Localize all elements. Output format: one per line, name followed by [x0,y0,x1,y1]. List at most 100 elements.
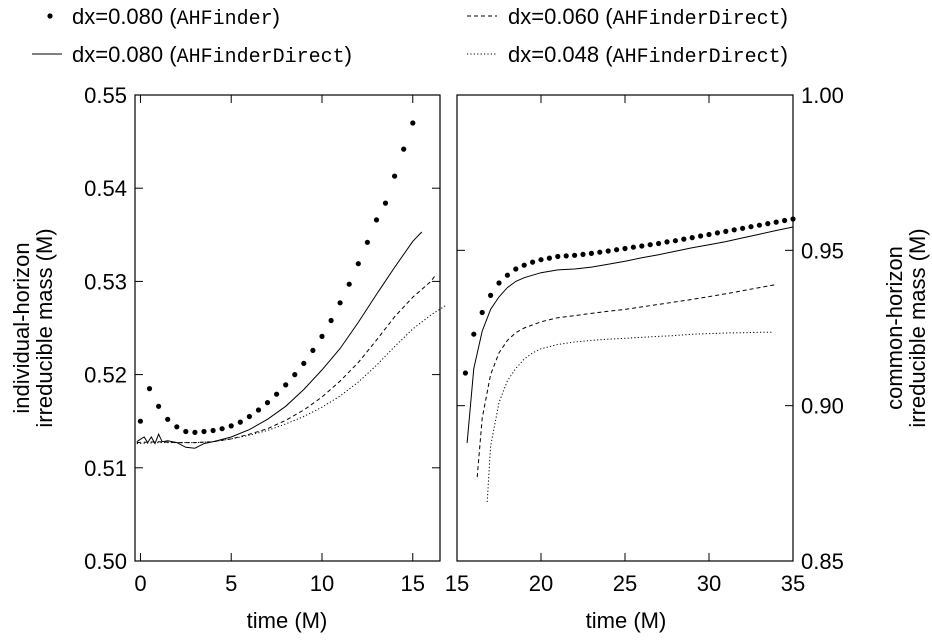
data-point [647,242,653,248]
data-point [622,245,628,252]
series-solid [136,231,423,449]
legend-label-code: AHFinderDirect [613,46,781,69]
legend-item-ahfinderdirect-080: dx=0.080 (AHFinderDirect) [32,42,352,69]
data-point [137,418,143,424]
svg-text:dx=0.080 (AHFinder): dx=0.080 (AHFinder) [72,4,280,31]
data-point [264,400,271,406]
series-dotted [136,305,446,445]
legend-swatch-dots [47,13,53,19]
data-point [355,261,361,267]
data-point [410,120,416,126]
data-point [310,347,316,353]
y-tick-label: 1.00 [801,83,844,108]
x-tick-label: 30 [697,571,721,596]
data-point [201,428,207,435]
legend-label-code: AHFinder [177,8,273,31]
data-point [681,236,687,242]
series-dots [137,120,416,435]
data-point [664,239,670,245]
y-tick-label: 0.52 [84,363,127,388]
data-point [706,231,712,238]
legend-label-code: AHFinderDirect [613,8,781,31]
data-point [555,253,561,260]
data-point [639,243,645,249]
data-point [740,225,746,231]
data-point [672,238,679,244]
data-point [605,248,611,254]
legend-item-ahfinderdirect-060: dx=0.060 (AHFinderDirect) [467,4,788,31]
legend-label-suffix: ) [273,4,280,29]
data-point [530,259,536,265]
data-point [471,331,477,337]
data-point [521,262,527,268]
y-axis-label-line-1: individual-horizon [9,242,34,413]
data-point [597,249,603,255]
data-point [255,407,262,413]
data-point [301,360,307,366]
data-point [756,222,763,228]
data-point [630,244,637,250]
y-tick-label: 0.95 [801,238,844,263]
data-point [731,227,737,233]
data-point [479,309,485,316]
data-point [337,300,343,306]
y-tick-label: 0.51 [84,456,127,481]
x-tick-label: 35 [781,571,805,596]
series-dots [462,216,796,376]
data-point [580,251,586,257]
legend-label-suffix: ) [781,42,788,67]
y-tick-label: 0.55 [84,83,127,108]
data-point [748,224,754,230]
panel-common-horizon: time (M) common-horizon irreducible mass… [445,83,930,633]
data-point [192,429,198,435]
x-axis-label: time (M) [586,608,667,633]
data-point [504,272,510,278]
legend-label-suffix: ) [781,4,788,29]
svg-text:dx=0.048 (AHFinderDirect): dx=0.048 (AHFinderDirect) [508,42,788,69]
data-point [782,217,788,224]
legend: dx=0.080 (AHFinder) dx=0.060 (AHFinderDi… [32,4,788,69]
data-point [538,257,544,263]
y-tick-label: 0.90 [801,394,844,419]
series-solid [466,226,794,443]
y-tick-label: 0.50 [84,549,127,574]
svg-text:dx=0.080 (AHFinderDirect): dx=0.080 (AHFinderDirect) [72,42,352,69]
legend-label-prefix: dx=0.080 ( [72,4,177,29]
data-point [146,386,153,392]
data-point [401,146,407,152]
data-point [274,391,280,397]
y-tick-label: 0.54 [84,176,127,201]
data-point [246,413,252,420]
data-point [773,219,779,225]
x-tick-label: 20 [529,571,553,596]
data-point [496,280,502,286]
data-point [165,416,171,422]
data-point [392,173,398,179]
legend-label-suffix: ) [345,42,352,67]
series-line [486,331,773,503]
data-point [614,247,620,253]
x-tick-label: 10 [310,571,334,596]
series-dotted [486,331,773,503]
data-point [488,292,494,298]
series-dashed [476,284,777,478]
series-line [466,226,794,443]
x-tick-label: 0 [134,571,146,596]
data-point [156,403,162,409]
legend-label-code: AHFinderDirect [177,46,345,69]
series-line [136,273,437,444]
data-point [328,317,334,324]
y-axis-label-line-2: irreducible mass (M) [32,228,57,427]
y-tick-label: 0.53 [84,269,127,294]
legend-label-prefix: dx=0.080 ( [72,42,177,67]
x-tick-label: 15 [445,571,469,596]
data-point [765,221,771,227]
series-line [136,305,446,445]
data-point [210,427,216,434]
data-point [546,255,553,261]
data-point [790,216,796,222]
x-tick-label: 5 [225,571,237,596]
y-axis-label-line-2: irreducible mass (M) [905,228,930,427]
data-point [174,424,180,430]
